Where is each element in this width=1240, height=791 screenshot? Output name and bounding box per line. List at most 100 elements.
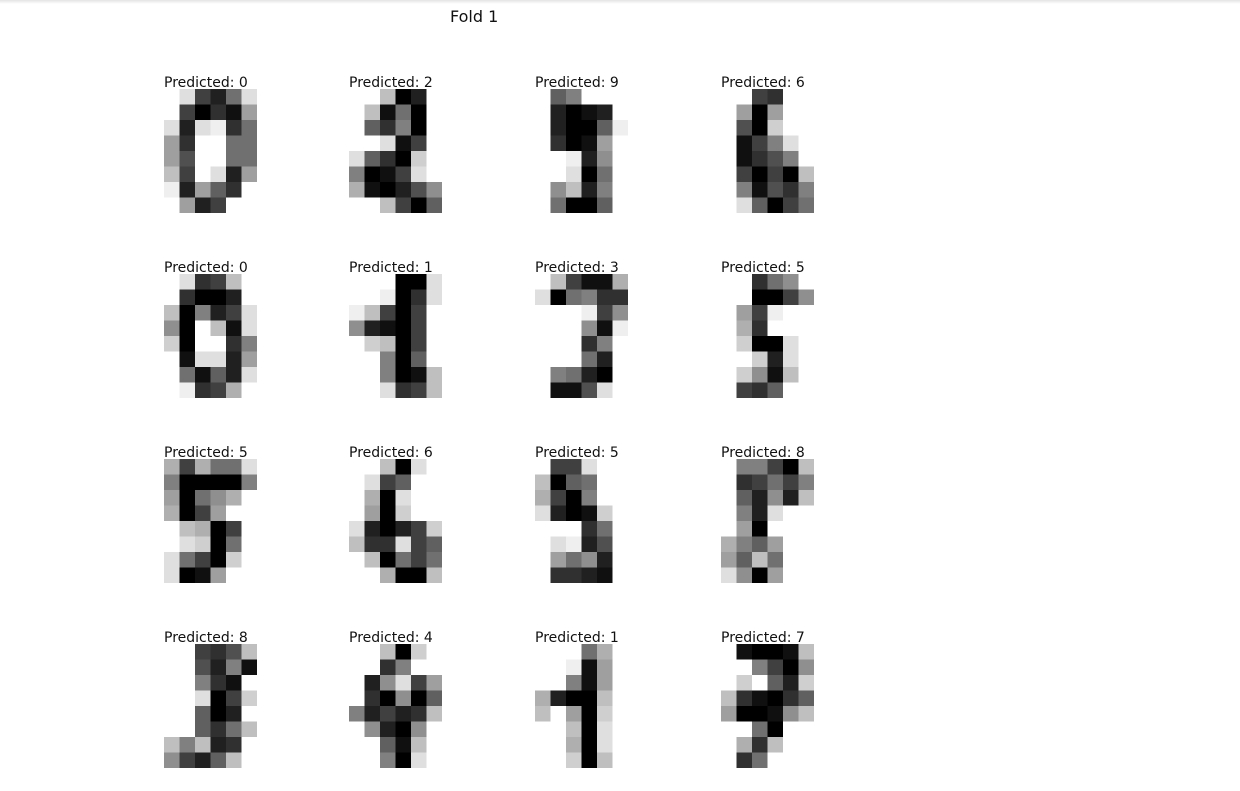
digit-pixel (612, 552, 628, 568)
digit-pixel (179, 644, 196, 660)
digit-pixel (535, 120, 551, 136)
digit-pixel (226, 120, 242, 136)
digit-pixel (210, 182, 227, 198)
digit-pixel (581, 552, 598, 568)
digit-pixel (411, 166, 427, 183)
digit-pixel (721, 274, 737, 290)
digit-pixel (164, 675, 180, 691)
digit-pixel (195, 505, 211, 522)
digit-pixel (736, 197, 753, 213)
digit-pixel (783, 721, 799, 738)
digit-pixel (752, 382, 768, 398)
digit-pixel (411, 120, 427, 136)
digit-pixel (395, 104, 412, 121)
digit-pixel (581, 490, 598, 506)
digit-pixel (798, 706, 814, 722)
digit-pixel (783, 505, 799, 522)
digit-pixel (349, 151, 365, 167)
digit-pixel (380, 104, 396, 121)
digit-pixel (349, 474, 365, 491)
digit-pixel (721, 336, 737, 352)
digit-pixel (597, 135, 613, 152)
digit-pixel (364, 135, 381, 152)
digit-pixel (566, 721, 582, 738)
digit-pixel (380, 490, 396, 506)
digit-pixel (364, 536, 381, 553)
digit-pixel (721, 135, 737, 152)
digit-pixel (535, 505, 551, 522)
digit-pixel (426, 459, 442, 475)
digit-pixel (783, 536, 799, 553)
digit-pixel (411, 505, 427, 522)
digit-pixel (767, 459, 784, 475)
digit-pixel (395, 89, 412, 105)
digit-pixel (210, 474, 227, 491)
digit-pixel (210, 274, 227, 290)
prediction-label: Predicted: 3 (535, 260, 619, 276)
digit-pixel (195, 104, 211, 121)
digit-pixel (752, 644, 768, 660)
digit-pixel (426, 490, 442, 506)
digit-pixel (612, 737, 628, 753)
digit-pixel (721, 305, 737, 321)
digit-pixel (566, 197, 582, 213)
digit-pixel (241, 351, 257, 368)
digit-pixel (566, 536, 582, 553)
digit-pixel (364, 182, 381, 198)
digit-pixel (226, 490, 242, 506)
digit-pixel (395, 336, 412, 352)
digit-pixel (736, 752, 753, 768)
digit-image (721, 459, 814, 583)
digit-pixel (581, 706, 598, 722)
digit-pixel (426, 505, 442, 522)
digit-pixel (597, 351, 613, 368)
digit-pixel (550, 567, 567, 583)
digit-pixel (195, 644, 211, 660)
digit-pixel (721, 151, 737, 167)
digit-pixel (241, 89, 257, 105)
digit-pixel (179, 659, 196, 676)
digit-pixel (798, 721, 814, 738)
digit-pixel (535, 320, 551, 337)
digit-pixel (179, 521, 196, 537)
digit-pixel (597, 505, 613, 522)
digit-pixel (349, 737, 365, 753)
digit-pixel (752, 659, 768, 676)
digit-pixel (195, 351, 211, 368)
digit-pixel (241, 659, 257, 676)
digit-pixel (550, 351, 567, 368)
digit-pixel (535, 351, 551, 368)
digit-pixel (798, 536, 814, 553)
digit-pixel (581, 644, 598, 660)
digit-pixel (364, 567, 381, 583)
digit-pixel (241, 706, 257, 722)
digit-pixel (380, 166, 396, 183)
digit-pixel (380, 182, 396, 198)
digit-pixel (179, 336, 196, 352)
digit-image (164, 644, 257, 768)
digit-pixel (581, 521, 598, 537)
digit-pixel (566, 505, 582, 522)
digit-pixel (380, 675, 396, 691)
digit-pixel (783, 567, 799, 583)
digit-pixel (566, 521, 582, 537)
prediction-label: Predicted: 5 (164, 445, 248, 461)
digit-pixel (581, 336, 598, 352)
digit-pixel (241, 644, 257, 660)
digit-pixel (426, 367, 442, 383)
digit-pixel (721, 474, 737, 491)
digit-pixel (349, 690, 365, 707)
prediction-label: Predicted: 5 (535, 445, 619, 461)
digit-pixel (179, 706, 196, 722)
digit-pixel (241, 721, 257, 738)
digit-pixel (736, 151, 753, 167)
digit-pixel (550, 305, 567, 321)
digit-pixel (380, 737, 396, 753)
digit-pixel (210, 151, 227, 167)
digit-pixel (535, 166, 551, 183)
digit-image (721, 89, 814, 213)
digit-pixel (612, 351, 628, 368)
digit-pixel (349, 336, 365, 352)
digit-pixel (426, 104, 442, 121)
digit-pixel (612, 104, 628, 121)
